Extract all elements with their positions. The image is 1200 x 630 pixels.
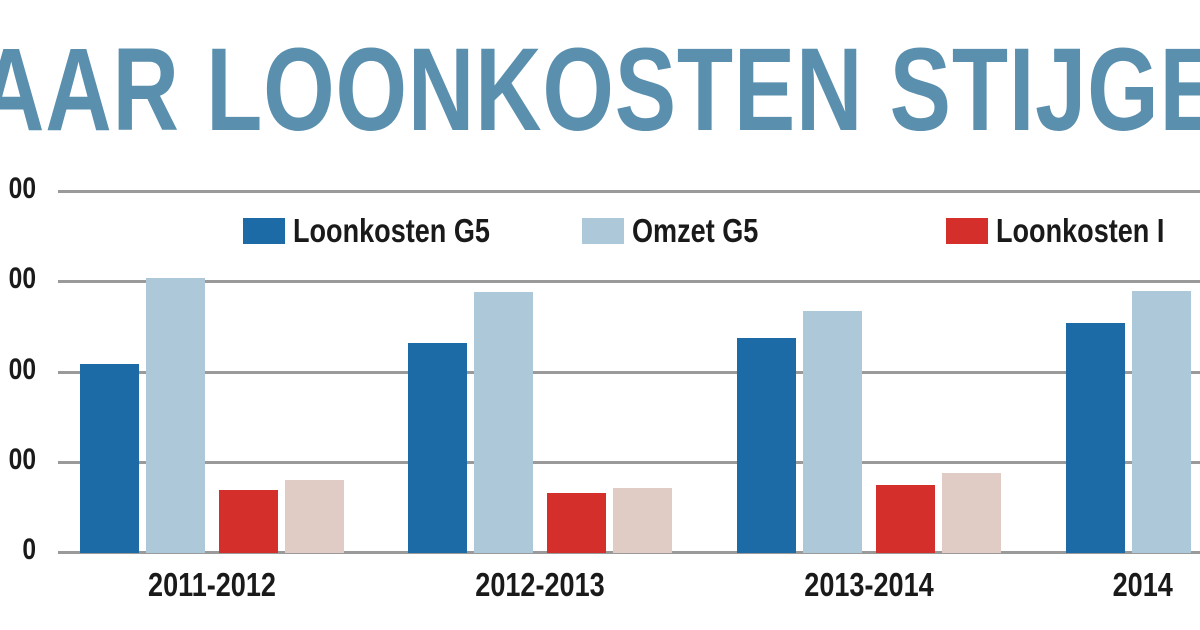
x-axis-label: 2013-2014 xyxy=(804,566,934,603)
bar-loonkosten-other xyxy=(547,493,606,553)
legend-label: Loonkosten G5 xyxy=(293,212,490,249)
legend-item-loonkosten-other: Loonkosten I xyxy=(946,212,1200,249)
gridline xyxy=(58,461,1200,464)
legend-swatch xyxy=(946,218,988,244)
legend-background xyxy=(230,205,1200,257)
bar-loonkosten-g5 xyxy=(1066,323,1125,553)
y-tick-label: 0 xyxy=(22,533,36,566)
y-tick-label: 00 xyxy=(8,353,36,386)
legend-item-loonkosten-g5: Loonkosten G5 xyxy=(243,212,533,249)
bar-loonkosten-other xyxy=(876,485,935,553)
bar-loonkosten-other xyxy=(219,490,278,553)
x-axis-label: 2014 xyxy=(1112,566,1173,603)
bar-loonkosten-g5 xyxy=(408,343,467,553)
gridline xyxy=(58,190,1200,193)
legend-label: Omzet G5 xyxy=(632,212,759,249)
x-axis-label: 2011-2012 xyxy=(148,566,276,603)
gridline xyxy=(58,280,1200,283)
legend-swatch xyxy=(243,218,285,244)
bar-omzet-g5 xyxy=(146,278,205,553)
bar-loonkosten-g5 xyxy=(80,364,139,553)
y-tick-label: 00 xyxy=(8,172,36,205)
bar-omzet-g5 xyxy=(474,292,533,553)
bar-omzet-other xyxy=(613,488,672,553)
gridline xyxy=(58,371,1200,374)
bar-omzet-g5 xyxy=(803,311,862,553)
x-axis-label: 2012-2013 xyxy=(475,566,605,603)
bar-loonkosten-g5 xyxy=(737,338,796,553)
y-tick-label: 00 xyxy=(8,443,36,476)
bar-omzet-other xyxy=(942,473,1001,553)
bar-omzet-g5 xyxy=(1132,291,1191,553)
legend-swatch xyxy=(582,218,624,244)
y-tick-label: 00 xyxy=(8,262,36,295)
legend-label: Loonkosten I xyxy=(996,212,1165,249)
legend-item-omzet-g5: Omzet G5 xyxy=(582,212,786,249)
bar-omzet-other xyxy=(285,480,344,553)
chart-title: AAR LOONKOSTEN STIJGEN SNE xyxy=(0,24,1200,156)
